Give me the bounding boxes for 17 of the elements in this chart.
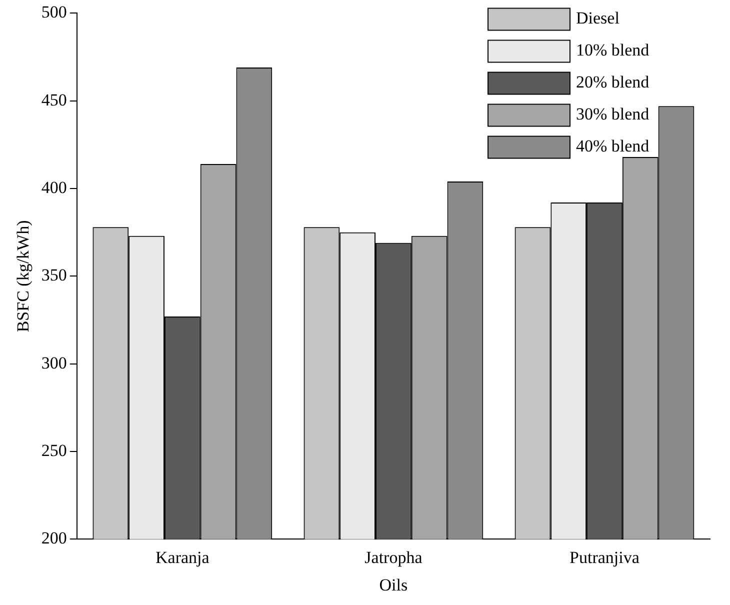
y-tick-label: 500 [41,2,67,22]
y-tick-label: 200 [41,528,67,548]
y-tick-label: 250 [41,441,67,460]
x-tick-label: Putranjiva [570,548,640,567]
x-tick-label: Karanja [156,548,210,567]
x-tick-label: Jatropha [364,548,423,567]
legend-label: 10% blend [576,40,650,60]
legend-label: 40% blend [576,136,650,156]
y-tick-label: 400 [41,178,67,197]
y-axis-title: BSFC (kg/kWh) [14,220,33,332]
legend-label: 20% blend [576,72,650,92]
legend-label: 30% blend [576,104,650,124]
y-tick-label: 450 [41,90,67,110]
y-tick-label: 350 [41,266,67,285]
y-tick-label: 300 [41,353,67,372]
legend-label: Diesel [576,8,620,28]
x-axis-title: Oils [379,575,408,594]
